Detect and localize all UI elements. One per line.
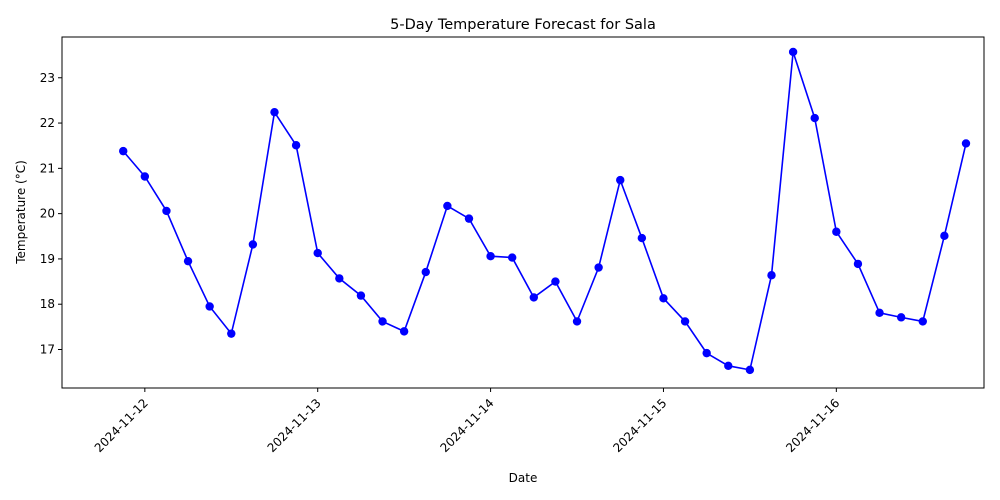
data-point bbox=[399, 327, 409, 336]
data-point bbox=[140, 172, 150, 181]
data-point bbox=[875, 308, 884, 318]
data-point bbox=[767, 271, 776, 280]
x-tick-label: 2024-11-15 bbox=[610, 396, 669, 455]
data-point bbox=[637, 233, 647, 243]
data-point bbox=[162, 206, 171, 216]
data-point bbox=[421, 267, 430, 277]
data-point bbox=[227, 329, 236, 338]
data-point bbox=[378, 317, 387, 326]
data-point bbox=[896, 313, 906, 322]
data-point bbox=[832, 227, 841, 236]
data-point bbox=[507, 253, 517, 262]
series-line-temperature bbox=[122, 51, 967, 371]
data-point bbox=[616, 175, 625, 185]
chart-title: 5-Day Temperature Forecast for Sala bbox=[390, 17, 656, 33]
data-point bbox=[918, 317, 927, 326]
data-point bbox=[551, 277, 560, 286]
data-point bbox=[443, 201, 452, 211]
data-point bbox=[486, 252, 495, 261]
data-point bbox=[961, 139, 971, 148]
y-tick-label: 18 bbox=[40, 297, 55, 311]
x-tick-label: 2024-11-14 bbox=[437, 396, 496, 455]
y-tick-label: 20 bbox=[40, 207, 55, 221]
data-point bbox=[529, 293, 539, 302]
data-point bbox=[119, 146, 128, 156]
data-point bbox=[313, 248, 322, 258]
data-point bbox=[291, 141, 301, 150]
y-tick-label: 22 bbox=[40, 116, 55, 130]
data-point bbox=[940, 231, 949, 241]
data-point bbox=[183, 256, 193, 266]
x-tick-label: 2024-11-13 bbox=[265, 396, 324, 455]
data-point bbox=[594, 263, 603, 272]
x-tick-label: 2024-11-12 bbox=[92, 396, 151, 455]
x-tick-label: 2024-11-16 bbox=[783, 396, 842, 455]
data-point bbox=[572, 317, 582, 326]
data-point bbox=[702, 348, 711, 358]
y-axis-label: Temperature (°C) bbox=[14, 160, 28, 265]
y-tick-label: 21 bbox=[40, 161, 55, 175]
data-point bbox=[205, 302, 214, 311]
data-point bbox=[745, 365, 755, 375]
data-point bbox=[356, 291, 366, 300]
y-tick-label: 19 bbox=[40, 252, 55, 266]
data-point bbox=[788, 47, 798, 57]
data-point bbox=[853, 259, 863, 269]
y-tick-label: 17 bbox=[40, 343, 55, 357]
data-point bbox=[810, 113, 819, 123]
data-point bbox=[464, 214, 474, 223]
data-point bbox=[248, 240, 258, 249]
data-point bbox=[335, 274, 344, 283]
plot-frame bbox=[61, 36, 985, 389]
data-point bbox=[680, 317, 690, 326]
x-axis-label: Date bbox=[509, 471, 538, 485]
data-point bbox=[724, 361, 733, 371]
data-point bbox=[659, 294, 668, 303]
y-tick-label: 23 bbox=[40, 71, 55, 85]
data-point bbox=[270, 107, 279, 117]
